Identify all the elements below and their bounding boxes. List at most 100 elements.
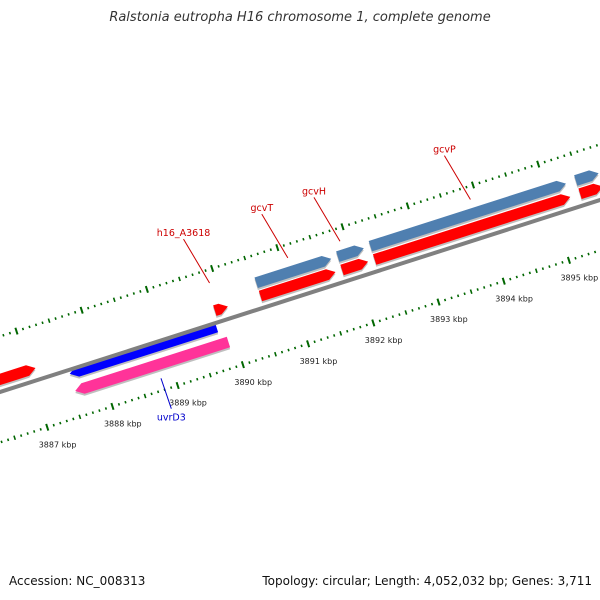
outer-minor-tick bbox=[491, 177, 494, 181]
inner-minor-tick bbox=[509, 277, 512, 281]
outer-minor-tick bbox=[87, 306, 90, 310]
feature-region-bar bbox=[574, 170, 599, 186]
outer-minor-tick bbox=[119, 296, 122, 300]
outer-major-tick bbox=[14, 327, 19, 335]
outer-minor-tick bbox=[256, 252, 259, 256]
inner-minor-tick bbox=[235, 365, 238, 369]
outer-minor-tick bbox=[93, 304, 96, 308]
inner-minor-tick bbox=[587, 252, 590, 256]
outer-minor-tick bbox=[550, 158, 553, 162]
outer-minor-tick bbox=[517, 169, 520, 172]
inner-minor-tick bbox=[124, 400, 127, 404]
feature-region-bar bbox=[254, 256, 332, 288]
outer-minor-tick bbox=[34, 323, 38, 327]
inner-minor-tick bbox=[339, 331, 343, 336]
outer-minor-tick bbox=[582, 148, 585, 151]
inner-minor-tick bbox=[365, 323, 368, 327]
inner-minor-tick bbox=[202, 375, 205, 379]
inner-minor-tick bbox=[463, 292, 466, 296]
outer-minor-tick bbox=[217, 265, 220, 268]
inner-minor-tick bbox=[515, 275, 518, 279]
inner-minor-tick bbox=[189, 379, 192, 383]
outer-minor-tick bbox=[74, 310, 77, 314]
inner-minor-tick bbox=[267, 354, 271, 358]
inner-minor-tick bbox=[130, 398, 134, 402]
inner-minor-tick bbox=[398, 313, 401, 316]
inner-minor-tick bbox=[228, 367, 231, 371]
scale-tick-label: 3892 kbp bbox=[365, 336, 403, 345]
feature-cds-forward bbox=[0, 365, 36, 386]
inner-minor-tick bbox=[150, 392, 153, 396]
outer-minor-tick bbox=[250, 254, 253, 258]
outer-minor-tick bbox=[139, 290, 142, 293]
inner-minor-tick bbox=[346, 329, 349, 333]
inner-minor-tick bbox=[483, 286, 486, 289]
inner-minor-tick bbox=[574, 256, 577, 260]
outer-minor-tick bbox=[67, 313, 70, 316]
inner-minor-tick bbox=[274, 351, 277, 357]
inner-major-tick bbox=[240, 361, 245, 369]
feature-cds-forward bbox=[340, 258, 369, 276]
genome-summary-text: Topology: circular; Length: 4,052,032 bp… bbox=[262, 574, 592, 588]
outer-minor-tick bbox=[510, 171, 514, 174]
inner-minor-tick bbox=[456, 294, 460, 298]
scale-tick-label: 3893 kbp bbox=[430, 315, 468, 324]
outer-minor-tick bbox=[184, 275, 188, 279]
outer-major-tick bbox=[275, 243, 280, 252]
outer-major-tick bbox=[470, 181, 475, 189]
outer-minor-tick bbox=[158, 283, 162, 287]
outer-minor-tick bbox=[524, 166, 527, 170]
outer-minor-tick bbox=[165, 281, 168, 285]
inner-minor-tick bbox=[170, 386, 173, 390]
outer-minor-tick bbox=[445, 191, 449, 195]
outer-minor-tick bbox=[302, 237, 305, 241]
inner-minor-tick bbox=[117, 402, 121, 406]
outer-minor-tick bbox=[47, 318, 51, 323]
outer-minor-tick bbox=[237, 258, 240, 262]
outer-minor-tick bbox=[595, 143, 599, 147]
gene-label-leader bbox=[261, 213, 289, 259]
outer-minor-tick bbox=[289, 242, 292, 245]
outer-minor-tick bbox=[152, 285, 155, 289]
feature-track bbox=[0, 170, 600, 396]
outer-major-tick bbox=[144, 285, 149, 293]
inner-minor-tick bbox=[593, 250, 597, 254]
gene-label-gcvh: gcvH bbox=[302, 186, 326, 197]
outer-minor-tick bbox=[530, 164, 533, 168]
outer-tick-track bbox=[2, 143, 599, 337]
outer-minor-tick bbox=[41, 321, 44, 325]
outer-minor-tick bbox=[393, 208, 396, 212]
inner-minor-tick bbox=[183, 382, 186, 385]
gene-label-gcvt: gcvT bbox=[250, 203, 273, 214]
inner-minor-tick bbox=[378, 319, 381, 323]
inner-major-tick bbox=[175, 381, 180, 390]
inner-minor-tick bbox=[424, 304, 427, 308]
inner-minor-tick bbox=[137, 396, 140, 400]
inner-minor-tick bbox=[6, 438, 10, 442]
outer-minor-tick bbox=[400, 206, 403, 210]
inner-major-tick bbox=[306, 340, 311, 348]
inner-minor-tick bbox=[98, 409, 101, 412]
inner-minor-tick bbox=[476, 288, 479, 291]
feature-region-bar bbox=[336, 245, 364, 262]
outer-minor-tick bbox=[178, 276, 181, 282]
inner-minor-tick bbox=[385, 317, 388, 321]
outer-minor-tick bbox=[556, 156, 559, 160]
outer-minor-tick bbox=[438, 193, 442, 198]
gene-label-leader bbox=[160, 378, 172, 409]
gene-labels: h16_A3618 gcvT gcvH gcvP uvrD3 bbox=[157, 145, 471, 424]
scale-tick-label: 3887 kbp bbox=[39, 440, 77, 449]
inner-minor-tick bbox=[580, 254, 584, 258]
inner-minor-tick bbox=[52, 423, 55, 427]
inner-minor-tick bbox=[104, 407, 108, 410]
scale-tick-label: 3888 kbp bbox=[104, 420, 142, 429]
outer-minor-tick bbox=[432, 196, 435, 199]
scale-tick-label: 3890 kbp bbox=[234, 378, 272, 387]
inner-minor-tick bbox=[20, 434, 23, 438]
inner-minor-tick bbox=[287, 348, 290, 352]
outer-minor-tick bbox=[589, 146, 592, 149]
inner-major-tick bbox=[436, 298, 441, 306]
outer-minor-tick bbox=[243, 255, 247, 261]
outer-minor-tick bbox=[347, 223, 351, 227]
inner-minor-tick bbox=[496, 281, 499, 285]
